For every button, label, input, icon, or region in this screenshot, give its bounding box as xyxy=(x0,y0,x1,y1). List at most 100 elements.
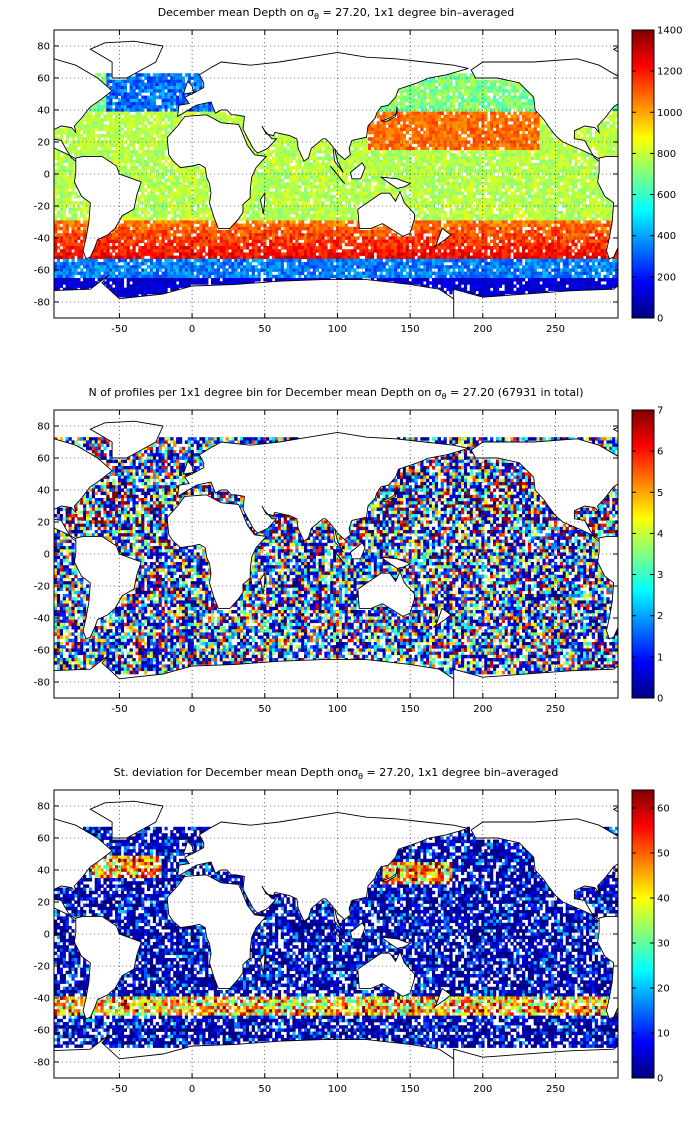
data-cell xyxy=(248,143,252,148)
data-cell xyxy=(388,108,392,112)
data-cell xyxy=(141,98,145,103)
data-cell xyxy=(414,191,418,196)
data-cell xyxy=(562,159,566,164)
data-cell xyxy=(356,191,360,196)
data-cell xyxy=(277,140,282,144)
data-cell xyxy=(149,111,154,116)
data-cell xyxy=(452,185,456,189)
data-cell xyxy=(123,150,127,154)
data-cell xyxy=(586,162,590,167)
data-cell xyxy=(97,114,101,119)
data-cell xyxy=(405,92,409,96)
data-cell xyxy=(304,194,308,199)
data-cell xyxy=(292,150,296,154)
data-cell xyxy=(120,166,125,170)
data-cell xyxy=(446,89,450,93)
data-cell xyxy=(519,178,523,183)
data-cell xyxy=(437,217,441,221)
data-cell xyxy=(504,118,508,122)
data-cell xyxy=(455,89,459,93)
data-cell xyxy=(591,210,596,215)
data-cell xyxy=(440,191,444,196)
data-cell xyxy=(440,121,444,125)
data-cell xyxy=(132,105,136,109)
data-cell xyxy=(91,140,95,144)
data-cell xyxy=(344,214,348,218)
data-cell xyxy=(437,89,441,93)
data-cell xyxy=(524,127,529,132)
data-cell xyxy=(309,207,314,212)
data-cell xyxy=(149,191,154,196)
data-cell xyxy=(429,111,433,116)
data-cell xyxy=(292,140,296,144)
data-cell xyxy=(315,156,319,160)
data-cell xyxy=(367,130,372,135)
data-cell xyxy=(559,210,564,215)
data-cell xyxy=(565,217,569,221)
data-cell xyxy=(199,82,203,87)
data-cell xyxy=(59,178,64,183)
data-cell xyxy=(574,159,578,164)
data-cell xyxy=(591,156,596,160)
data-cell xyxy=(475,188,479,192)
data-cell xyxy=(379,162,383,167)
data-cell xyxy=(484,175,488,180)
data-cell xyxy=(327,217,331,221)
data-cell xyxy=(397,175,401,180)
data-cell xyxy=(556,188,561,192)
data-cell xyxy=(277,150,282,154)
data-cell xyxy=(475,86,479,90)
data-cell xyxy=(533,134,537,138)
data-cell xyxy=(449,210,453,215)
data-cell xyxy=(443,159,447,164)
data-cell xyxy=(56,153,61,157)
data-cell xyxy=(437,92,441,96)
data-cell xyxy=(126,98,130,103)
data-cell xyxy=(120,169,125,173)
data-cell xyxy=(446,127,450,132)
data-cell xyxy=(257,217,261,221)
data-cell xyxy=(449,105,453,109)
data-cell xyxy=(487,134,491,138)
data-cell xyxy=(184,207,189,212)
data-cell xyxy=(170,185,174,189)
data-cell xyxy=(324,162,328,167)
data-cell xyxy=(455,114,459,119)
data-cell xyxy=(120,146,125,151)
data-cell xyxy=(431,175,436,180)
data-cell xyxy=(149,98,154,103)
data-cell xyxy=(260,150,264,154)
data-cell xyxy=(208,194,212,199)
data-cell xyxy=(77,124,81,128)
data-cell xyxy=(516,182,520,186)
data-cell xyxy=(461,201,465,205)
data-cell xyxy=(554,150,558,154)
data-cell xyxy=(574,162,578,167)
data-cell xyxy=(97,108,101,112)
data-cell xyxy=(147,130,151,135)
data-cell xyxy=(513,159,517,164)
data-cell xyxy=(309,182,314,186)
data-cell xyxy=(85,134,90,138)
data-cell xyxy=(440,79,444,84)
data-cell xyxy=(266,198,270,202)
data-cell xyxy=(97,105,101,109)
data-cell xyxy=(283,198,287,202)
data-cell xyxy=(490,214,494,218)
data-cell xyxy=(536,134,540,138)
data-cell xyxy=(452,172,456,176)
data-cell xyxy=(484,86,488,90)
data-cell xyxy=(138,86,142,90)
data-cell xyxy=(88,137,93,141)
data-cell xyxy=(373,143,377,148)
data-cell xyxy=(158,201,162,205)
data-cell xyxy=(219,118,223,122)
data-cell xyxy=(504,166,508,170)
data-cell xyxy=(533,191,537,196)
data-cell xyxy=(466,108,471,112)
data-cell xyxy=(527,146,532,151)
data-cell xyxy=(141,150,145,154)
data-cell xyxy=(202,188,206,192)
data-cell xyxy=(295,217,299,221)
data-cell xyxy=(463,169,468,173)
